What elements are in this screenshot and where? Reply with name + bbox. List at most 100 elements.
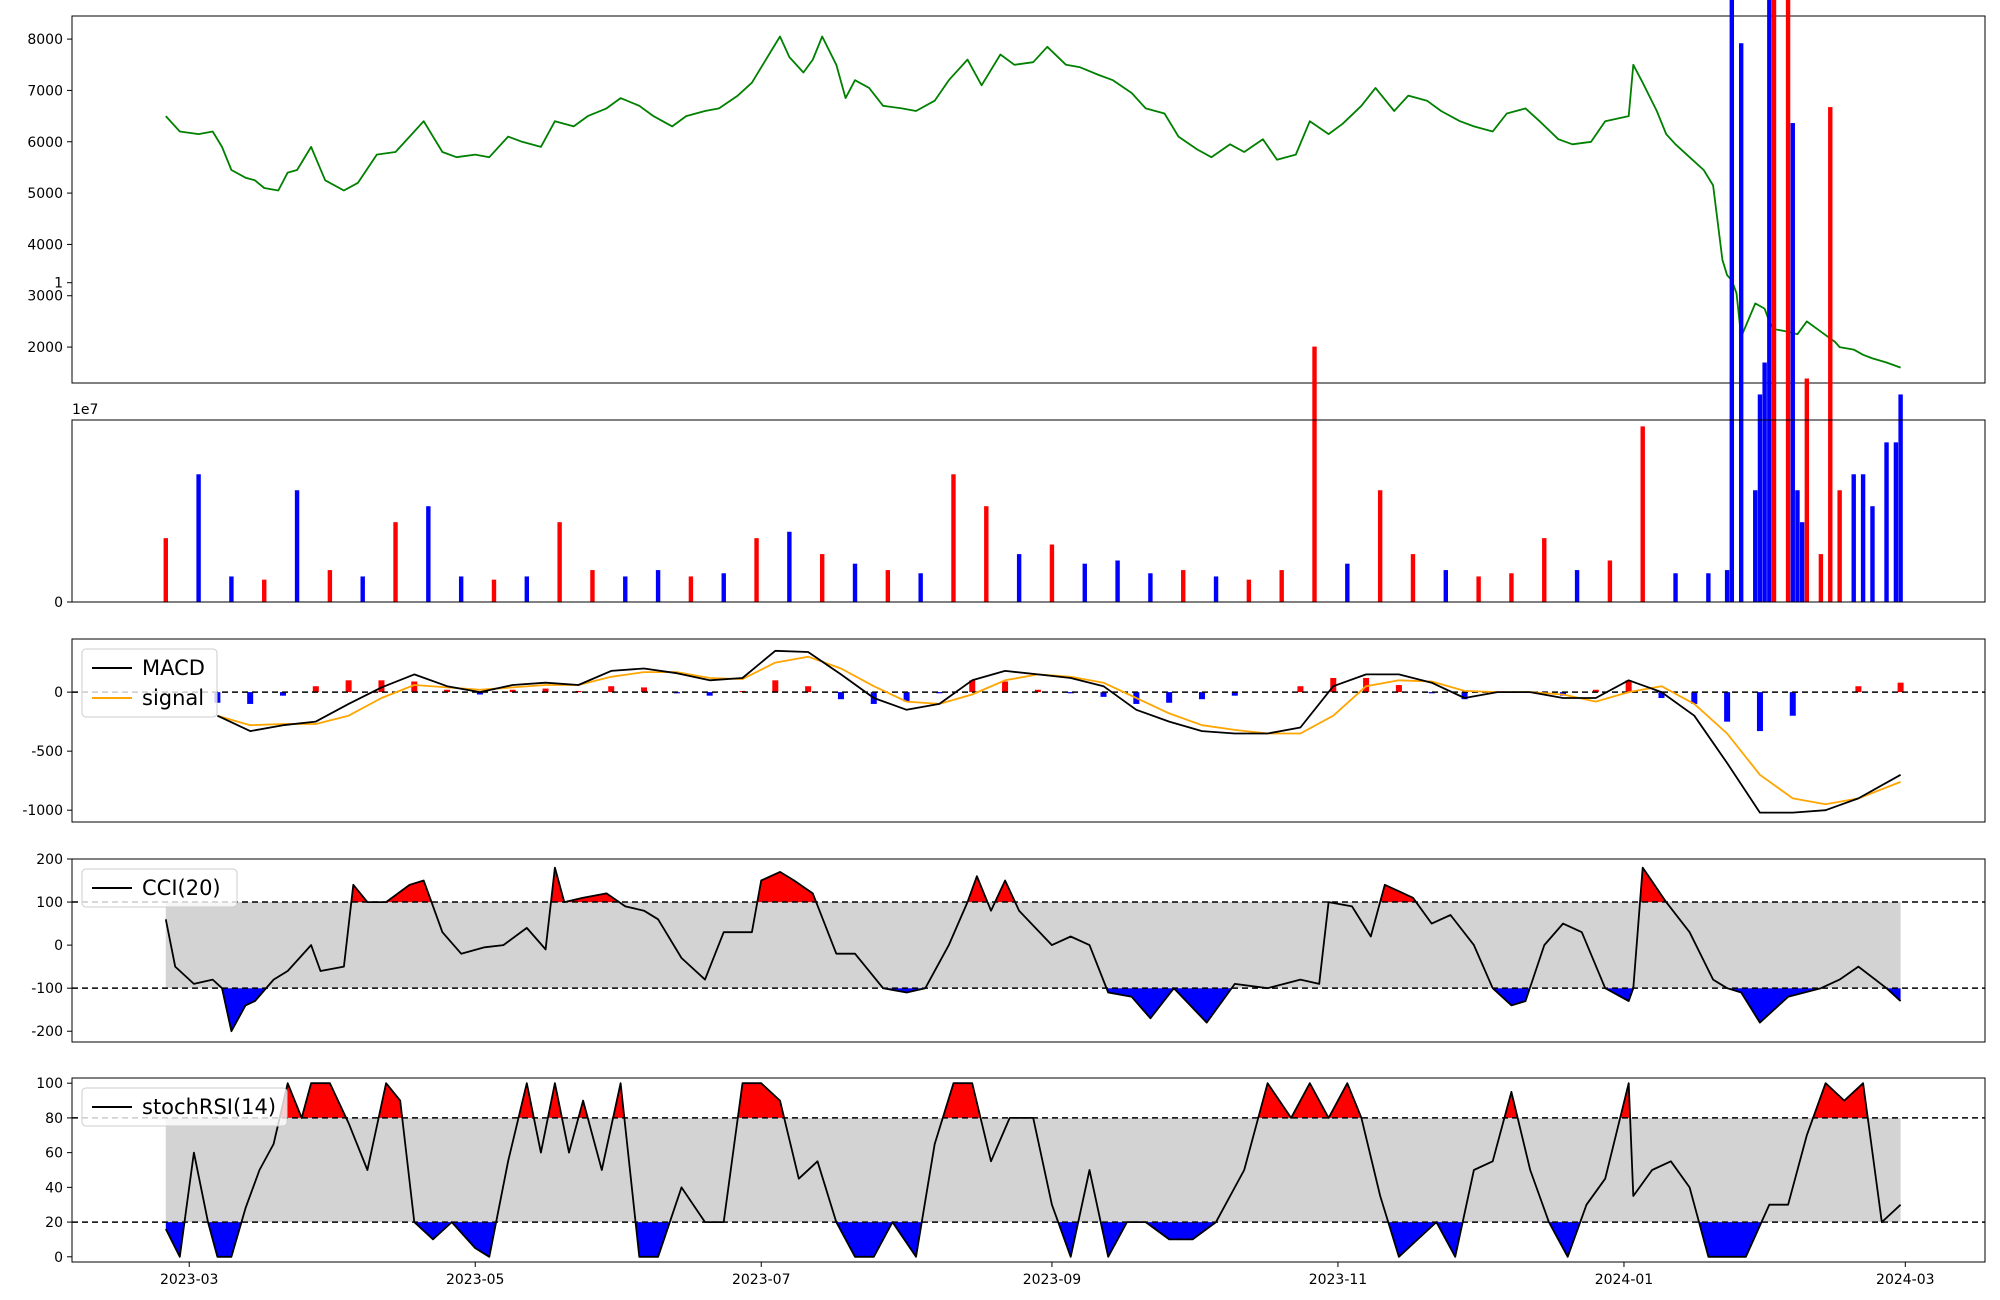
macd-histogram-bar	[542, 688, 549, 693]
volume-bar	[229, 576, 234, 602]
stochrsi-overbought-fill	[1328, 1083, 1362, 1118]
date-tick-label: 2023-03	[160, 1272, 219, 1288]
macd-histogram-bar	[772, 680, 779, 693]
stochrsi-overbought-fill	[518, 1083, 534, 1118]
macd-histogram-bar	[1363, 677, 1370, 693]
volume-ytick-label: 1	[54, 276, 63, 292]
stochrsi-overbought-fill	[1258, 1083, 1292, 1118]
volume-bar	[1574, 570, 1580, 602]
macd-histogram-bar	[1198, 692, 1205, 700]
volume-bar	[1246, 579, 1252, 602]
volume-bar	[426, 506, 431, 602]
volume-bar	[1790, 123, 1795, 602]
volume-panel: 1e7 012345	[54, 0, 1986, 611]
volume-bar	[623, 576, 628, 602]
stochrsi-overbought-fill	[1291, 1083, 1329, 1118]
date-tick-label: 2023-05	[446, 1272, 505, 1288]
macd-histogram-bar	[279, 692, 286, 696]
macd-legend-box	[81, 648, 218, 718]
macd-frame	[71, 638, 1986, 823]
price-ytick-label: 2000	[27, 340, 63, 356]
macd-histogram-bar	[1100, 692, 1107, 697]
volume-bar	[1837, 490, 1842, 602]
stochrsi-line	[164, 1082, 1902, 1258]
stochrsi-overbought-fill	[942, 1083, 981, 1118]
macd-histogram-bar	[936, 692, 943, 694]
cci-oversold-fill	[1173, 988, 1232, 1023]
price-ytick-label: 7000	[27, 83, 63, 99]
volume-bar	[1542, 538, 1547, 602]
price-ytick-label: 6000	[27, 135, 63, 151]
macd-histogram-bar	[1395, 685, 1402, 693]
macd-histogram-bar	[641, 687, 648, 693]
volume-bar	[1279, 570, 1284, 602]
volume-bar	[1410, 554, 1416, 602]
price-ytick-label: 4000	[27, 237, 63, 253]
volume-bar	[1016, 554, 1022, 602]
cci-oversold-fill	[1106, 988, 1174, 1019]
macd-ytick-label: -1000	[22, 803, 63, 819]
macd-histogram-bar	[805, 686, 812, 693]
date-tick-label: 2023-07	[732, 1272, 791, 1288]
volume-bar	[196, 474, 201, 602]
cci-ytick-label: 0	[54, 938, 63, 954]
volume-bar	[1729, 0, 1735, 602]
macd-panel: -1000 -500 0 MACD signal	[22, 638, 1986, 823]
macd-histogram-bar	[1461, 692, 1468, 700]
stochrsi-oversold-fill	[892, 1222, 922, 1257]
stochrsi-oversold-fill	[1058, 1222, 1079, 1257]
cci-oversold-fill	[1492, 988, 1530, 1006]
macd-ytick-label: 0	[54, 685, 63, 701]
price-line	[165, 35, 1901, 369]
stochrsi-overbought-fill	[578, 1100, 588, 1118]
volume-bar	[1607, 560, 1613, 602]
cci-ytick-label: -200	[31, 1024, 63, 1040]
macd-histogram-bar	[1756, 692, 1763, 732]
macd-histogram-bar	[411, 681, 418, 693]
volume-bar	[951, 474, 956, 602]
cci-oversold-fill	[1727, 988, 1821, 1023]
volume-bar	[1785, 0, 1791, 603]
volume-bar	[918, 573, 923, 602]
volume-bar	[1799, 522, 1805, 602]
volume-bar	[1049, 544, 1055, 602]
stochrsi-ytick-label: 100	[36, 1076, 63, 1092]
volume-bar	[294, 490, 300, 602]
macd-histogram-bar	[509, 689, 516, 693]
volume-bar	[1898, 394, 1903, 602]
volume-bar	[163, 538, 168, 602]
macd-histogram-bar	[608, 686, 615, 693]
cci-ytick-label: 200	[36, 852, 63, 868]
macd-histogram-bar	[837, 692, 844, 700]
volume-ytick-label: 0	[54, 595, 63, 611]
date-tick-label: 2024-03	[1876, 1272, 1935, 1288]
volume-bar	[360, 576, 365, 602]
macd-histogram-bar	[312, 686, 319, 693]
date-tick-label: 2024-01	[1595, 1272, 1654, 1288]
stochrsi-ytick-label: 0	[54, 1250, 63, 1266]
volume-bar	[1509, 573, 1514, 602]
stochrsi-overbought-fill	[547, 1083, 562, 1118]
cci-oversold-fill	[222, 988, 267, 1032]
volume-bar	[1804, 378, 1810, 602]
cci-legend-box	[81, 868, 238, 908]
macd-legend-label: signal	[142, 686, 204, 710]
volume-bar	[590, 570, 595, 602]
cci-ytick-label: 100	[36, 895, 63, 911]
volume-bar	[1818, 554, 1824, 602]
volume-frame	[71, 419, 1986, 603]
macd-histogram-bar	[1592, 689, 1599, 693]
cci-overbought-fill	[757, 871, 817, 903]
volume-bar	[688, 576, 694, 602]
macd-histogram-bar	[476, 692, 483, 695]
stochrsi-oversold-fill	[1388, 1222, 1437, 1257]
volume-bar	[1762, 362, 1767, 602]
macd-histogram-bar	[1625, 680, 1632, 693]
stochrsi-oversold-fill	[1436, 1222, 1463, 1257]
macd-ytick-label: -500	[31, 744, 63, 760]
stochrsi-overbought-fill	[737, 1083, 785, 1118]
stochrsi-oversold-fill	[635, 1222, 670, 1257]
volume-bar	[1828, 107, 1833, 603]
stochrsi-overbought-fill	[301, 1083, 347, 1118]
